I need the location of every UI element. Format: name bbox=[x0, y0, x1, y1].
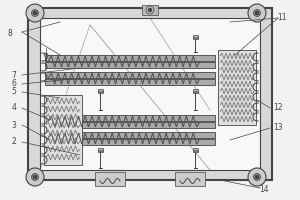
Text: 11: 11 bbox=[277, 14, 287, 22]
Bar bbox=[193, 89, 197, 93]
Text: 3: 3 bbox=[12, 120, 16, 130]
Circle shape bbox=[254, 173, 260, 180]
Bar bbox=[45, 139, 215, 145]
Text: 4: 4 bbox=[12, 104, 16, 112]
Text: 13: 13 bbox=[273, 123, 283, 132]
Circle shape bbox=[32, 173, 38, 180]
Text: 14: 14 bbox=[259, 186, 269, 194]
Bar bbox=[45, 72, 215, 78]
Circle shape bbox=[26, 4, 44, 22]
Circle shape bbox=[26, 168, 44, 186]
Bar bbox=[98, 89, 103, 93]
Circle shape bbox=[248, 4, 266, 22]
Bar bbox=[28, 8, 272, 180]
Circle shape bbox=[256, 11, 259, 15]
Bar bbox=[45, 122, 215, 128]
Circle shape bbox=[34, 11, 37, 15]
Circle shape bbox=[146, 6, 154, 14]
Circle shape bbox=[248, 168, 266, 186]
Bar bbox=[45, 55, 215, 61]
Bar bbox=[175, 172, 205, 186]
Bar bbox=[40, 18, 260, 170]
Bar bbox=[142, 5, 158, 15]
Bar bbox=[45, 115, 215, 121]
Circle shape bbox=[32, 9, 38, 17]
Circle shape bbox=[44, 53, 48, 57]
Bar bbox=[193, 148, 197, 152]
Text: 6: 6 bbox=[12, 79, 16, 88]
Bar bbox=[45, 62, 215, 68]
Circle shape bbox=[148, 8, 152, 11]
Bar bbox=[45, 79, 215, 85]
Circle shape bbox=[256, 176, 259, 178]
Circle shape bbox=[254, 9, 260, 17]
Text: 5: 5 bbox=[12, 88, 16, 97]
Bar bbox=[45, 132, 215, 138]
Bar bbox=[193, 35, 197, 39]
Bar bbox=[44, 95, 82, 165]
Text: 12: 12 bbox=[273, 104, 283, 112]
Text: 8: 8 bbox=[8, 29, 12, 38]
Bar bbox=[95, 172, 125, 186]
Text: 2: 2 bbox=[12, 138, 16, 146]
Bar bbox=[218, 50, 256, 125]
Circle shape bbox=[34, 176, 37, 178]
Text: 7: 7 bbox=[12, 71, 16, 79]
Bar bbox=[98, 148, 103, 152]
